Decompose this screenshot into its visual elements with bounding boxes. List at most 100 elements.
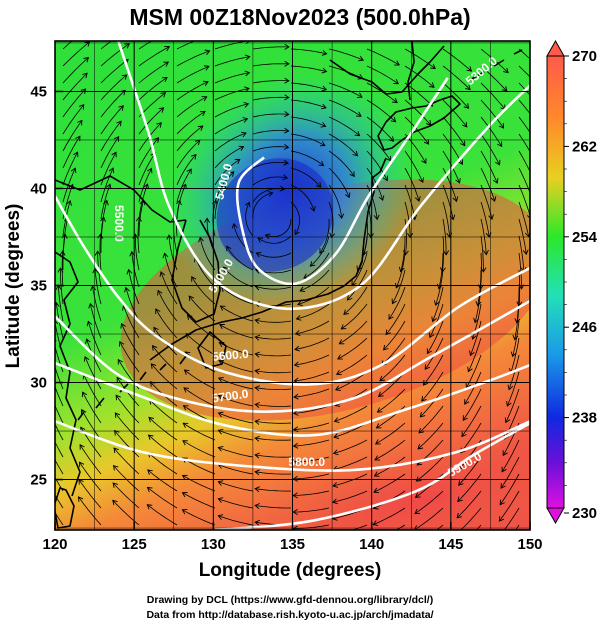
- streamline: [377, 388, 406, 413]
- streamline-arrowhead: [498, 516, 505, 522]
- streamline-arrowhead: [243, 101, 250, 108]
- streamline: [92, 286, 102, 322]
- streamline: [100, 90, 126, 118]
- streamline: [480, 65, 508, 92]
- y-tick-label: 45: [30, 83, 47, 100]
- streamline-arrowhead: [284, 94, 290, 101]
- streamline: [218, 447, 254, 458]
- streamline-arrowhead: [219, 305, 226, 311]
- streamline: [100, 167, 114, 203]
- streamline-arrowhead: [153, 137, 160, 143]
- streamline: [214, 171, 235, 203]
- streamline: [252, 113, 289, 118]
- streamline: [366, 150, 388, 181]
- streamline-arrowhead: [522, 249, 529, 256]
- streamline-arrowhead: [315, 182, 322, 188]
- streamline-arrowhead: [471, 334, 477, 340]
- streamline: [462, 388, 482, 421]
- streamline-arrowhead: [55, 301, 60, 307]
- streamline: [518, 167, 530, 194]
- streamline: [147, 487, 178, 509]
- streamline: [218, 481, 254, 492]
- streamline-arrowhead: [112, 482, 119, 488]
- streamline-arrowhead: [157, 289, 163, 296]
- streamline: [257, 235, 292, 244]
- streamline: [55, 385, 64, 407]
- streamline-arrowhead: [217, 394, 224, 400]
- streamline-arrowhead: [217, 480, 224, 486]
- streamline-arrowhead: [507, 384, 514, 391]
- streamline: [147, 452, 178, 475]
- streamline-arrowhead: [332, 482, 339, 488]
- streamline: [214, 146, 244, 169]
- streamline-arrowhead: [75, 135, 81, 142]
- streamline-arrowhead: [234, 158, 241, 165]
- streamline: [252, 146, 289, 152]
- kuril-islands: [469, 49, 523, 81]
- korea-coast: [171, 219, 221, 323]
- streamline: [252, 130, 289, 135]
- streamline-arrowhead: [426, 348, 433, 355]
- streamline-arrowhead: [254, 435, 260, 442]
- streamline-arrowhead: [241, 131, 247, 138]
- streamline: [404, 167, 420, 202]
- streamline-arrowhead: [282, 174, 289, 181]
- streamline: [421, 371, 444, 402]
- streamline-arrowhead: [147, 167, 153, 174]
- streamline-arrowhead: [182, 405, 189, 411]
- streamline-arrowhead: [414, 508, 421, 515]
- streamline: [55, 441, 64, 458]
- streamline-arrowhead: [238, 145, 245, 152]
- colorbar: 270 262 254 246 238 230: [546, 39, 598, 525]
- contour-label: 5700.0: [211, 386, 250, 405]
- streamline-arrowhead: [283, 159, 289, 166]
- streamline-arrowhead: [155, 308, 161, 315]
- streamline-arrowhead: [231, 222, 238, 229]
- streamline-arrowhead: [113, 447, 119, 454]
- streamline-arrowhead: [533, 160, 538, 165]
- streamline: [57, 285, 64, 322]
- streamline-arrowhead: [338, 339, 345, 345]
- colorbar-max-arrow: [546, 39, 565, 57]
- streamline: [218, 464, 254, 475]
- streamline: [55, 494, 64, 509]
- streamline-arrowhead: [124, 43, 131, 49]
- streamline: [55, 511, 64, 526]
- streamline: [214, 118, 248, 135]
- streamline-arrowhead: [429, 82, 435, 88]
- streamline-arrowhead: [456, 512, 463, 519]
- streamline-arrowhead: [310, 206, 316, 212]
- streamline: [290, 184, 315, 212]
- streamline-arrowhead: [204, 217, 210, 223]
- streamline: [414, 490, 444, 514]
- streamline-arrowhead: [119, 340, 125, 347]
- streamline: [155, 308, 178, 339]
- streamline: [62, 151, 78, 186]
- lat-lon-grid: [55, 41, 530, 530]
- streamline-arrowhead: [375, 423, 382, 429]
- streamline-arrowhead: [181, 183, 187, 190]
- height-contour-5400.0: [235, 77, 449, 286]
- streamline-arrowhead: [284, 127, 290, 134]
- streamline-arrowhead: [147, 434, 154, 440]
- streamline: [480, 116, 503, 147]
- streamline: [255, 488, 292, 492]
- streamline: [148, 434, 178, 458]
- streamline: [442, 184, 454, 220]
- streamline-arrowhead: [293, 393, 299, 400]
- streamline-arrowhead: [344, 192, 351, 199]
- streamline-arrowhead: [319, 141, 326, 147]
- streamline: [62, 120, 83, 152]
- streamline-arrowhead: [204, 49, 211, 56]
- streamline: [99, 234, 102, 271]
- streamline: [460, 422, 482, 453]
- streamline: [290, 99, 327, 109]
- streamline-arrowhead: [423, 139, 430, 145]
- streamline: [252, 162, 289, 169]
- colorbar-tick-label: 254: [572, 229, 598, 246]
- streamline: [328, 184, 343, 219]
- streamline: [500, 456, 520, 489]
- streamline: [114, 412, 140, 441]
- contour-label: 5600.0: [212, 347, 250, 364]
